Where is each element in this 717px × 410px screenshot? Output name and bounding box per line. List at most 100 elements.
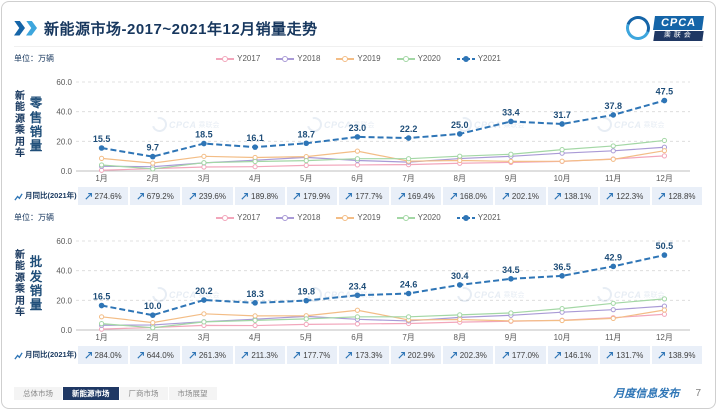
retail-line-chart: 0.0 20.0 40.0 60.0 1月 2月 3月 4月 5月 6月 7月 8月 9月 10月 11月 1… xyxy=(56,78,690,183)
svg-text:23.4: 23.4 xyxy=(349,281,367,291)
svg-text:8月: 8月 xyxy=(454,333,466,342)
wholesale-chart-row: 新能源乘用车 批发销量 0.0 20.0 40.0 60.0 1月 2月 3月 4月 5月 6月 7… xyxy=(14,225,703,343)
svg-text:4月: 4月 xyxy=(249,174,261,183)
legend-label: Y2021 xyxy=(477,54,501,63)
footer-tab-总体市场[interactable]: 总体市场 xyxy=(14,386,63,400)
svg-text:12月: 12月 xyxy=(656,174,673,183)
svg-text:0.0: 0.0 xyxy=(61,167,73,176)
up-arrow-icon xyxy=(450,352,457,359)
svg-text:10月: 10月 xyxy=(554,174,571,183)
up-arrow-icon xyxy=(606,193,614,200)
yoy-value-cell: 138.9% xyxy=(650,345,704,365)
header: 新能源市场-2017~2021年12月销量走势 CPCA 乘联会 xyxy=(14,10,704,47)
svg-text:18.7: 18.7 xyxy=(297,129,315,139)
svg-text:1月: 1月 xyxy=(95,174,107,183)
yoy-value-cell: 239.6% xyxy=(181,186,234,206)
title-chevron-icon xyxy=(14,20,37,36)
svg-text:34.5: 34.5 xyxy=(502,265,520,275)
yoy-value-cell: 211.3% xyxy=(233,345,286,365)
svg-text:5月: 5月 xyxy=(300,174,312,183)
group-label: 新能源乘用车 xyxy=(15,249,25,319)
footer-tab-新能源市场[interactable]: 新能源市场 xyxy=(63,386,120,400)
legend-item-Y2021: Y2021 xyxy=(456,54,501,63)
svg-text:12月: 12月 xyxy=(656,333,673,342)
up-arrow-icon xyxy=(606,352,614,359)
up-arrow-icon xyxy=(554,352,562,359)
up-arrow-icon xyxy=(658,352,666,359)
wholesale-line-chart: 0.0 20.0 40.0 60.0 1月 2月 3月 4月 5月 6月 7月 8月 9月 10月 11月 1… xyxy=(56,237,690,342)
up-arrow-icon xyxy=(189,352,196,359)
legend-marker-icon xyxy=(216,214,235,221)
svg-text:5月: 5月 xyxy=(300,333,312,342)
legend-item-Y2019: Y2019 xyxy=(336,54,381,63)
yoy-value-cell: 261.3% xyxy=(181,345,234,365)
legend-item-Y2017: Y2017 xyxy=(216,213,260,222)
yoy-value-cell: 177.7% xyxy=(337,186,391,206)
up-arrow-icon xyxy=(84,193,92,200)
svg-text:20.2: 20.2 xyxy=(195,286,213,296)
up-arrow-icon xyxy=(450,193,457,200)
yoy-value-cell: 128.8% xyxy=(650,186,704,206)
yoy-value-cell: 679.2% xyxy=(129,186,182,206)
up-arrow-icon xyxy=(502,352,509,359)
cpca-logo-text-stack: CPCA 乘联会 xyxy=(652,15,704,41)
retail-legend: Y2017 Y2018 Y2019 Y2020 Y2021 xyxy=(14,51,703,66)
svg-text:2月: 2月 xyxy=(147,174,159,183)
measure-label-wholesale: 批发销量 xyxy=(29,255,43,313)
svg-text:22.2: 22.2 xyxy=(400,124,418,134)
svg-text:0.0: 0.0 xyxy=(61,326,73,335)
logo-subtext: 乘联会 xyxy=(653,30,704,41)
legend-marker-icon xyxy=(456,55,475,62)
retail-chart-row: 新能源乘用车 零售销量 0.0 20.0 40.0 60.0 1月 2月 3月 4月 5月 6月 7… xyxy=(14,66,703,184)
svg-text:24.6: 24.6 xyxy=(400,280,418,290)
svg-text:37.8: 37.8 xyxy=(604,101,622,111)
svg-text:19.8: 19.8 xyxy=(297,287,315,297)
yoy-label: 月同比(2021年) xyxy=(14,186,77,206)
footer-tab-市场展望[interactable]: 市场展望 xyxy=(168,386,218,400)
svg-text:11月: 11月 xyxy=(605,333,621,342)
yoy-value-cell: 274.6% xyxy=(77,186,130,206)
retail-section: 单位：万辆 Y2017 Y2018 Y2019 Y2020 Y2021 新能源乘用车 零… xyxy=(14,51,704,206)
svg-text:11月: 11月 xyxy=(605,174,621,183)
footer-tab-厂商市场[interactable]: 厂商市场 xyxy=(119,386,169,400)
wholesale-section-header: 单位：万辆 Y2017 Y2018 Y2019 Y2020 Y2021 xyxy=(14,210,703,225)
group-label: 新能源乘用车 xyxy=(15,90,25,160)
up-arrow-icon xyxy=(345,352,353,359)
svg-text:9月: 9月 xyxy=(505,333,517,342)
svg-text:10月: 10月 xyxy=(554,333,571,342)
trend-icon xyxy=(14,351,23,360)
legend-marker-icon xyxy=(276,214,295,221)
yoy-value-cell: 202.9% xyxy=(390,345,443,365)
retail-section-header: 单位：万辆 Y2017 Y2018 Y2019 Y2020 Y2021 xyxy=(14,51,703,66)
svg-text:7月: 7月 xyxy=(402,174,414,183)
svg-text:42.9: 42.9 xyxy=(604,252,622,262)
svg-text:15.5: 15.5 xyxy=(93,134,111,144)
svg-text:7月: 7月 xyxy=(402,333,414,342)
yoy-value-cell: 177.0% xyxy=(494,345,547,365)
legend-label: Y2017 xyxy=(237,54,261,63)
yoy-value-cell: 138.1% xyxy=(546,186,599,206)
svg-text:16.1: 16.1 xyxy=(246,133,264,143)
up-arrow-icon xyxy=(293,352,301,359)
measure-label-retail: 零售销量 xyxy=(29,96,43,154)
unit-label: 单位：万辆 xyxy=(14,54,54,63)
cpca-logo: CPCA 乘联会 xyxy=(621,12,704,44)
svg-text:9.7: 9.7 xyxy=(146,143,159,153)
svg-text:31.7: 31.7 xyxy=(553,110,571,120)
legend-item-Y2019: Y2019 xyxy=(336,213,381,222)
svg-text:36.5: 36.5 xyxy=(553,262,571,272)
page-number: 7 xyxy=(695,387,701,399)
legend-item-Y2018: Y2018 xyxy=(276,213,320,222)
yoy-value-cell: 202.1% xyxy=(494,186,547,206)
unit-label: 单位：万辆 xyxy=(14,213,54,222)
svg-text:20.0: 20.0 xyxy=(56,137,72,146)
svg-text:60.0: 60.0 xyxy=(56,78,72,87)
yoy-value-cell: 644.0% xyxy=(129,345,182,365)
legend-item-Y2020: Y2020 xyxy=(396,213,441,222)
yoy-value-cell: 284.0% xyxy=(77,345,130,365)
cpca-swoosh-icon xyxy=(621,12,654,44)
up-arrow-icon xyxy=(84,352,92,359)
svg-text:8月: 8月 xyxy=(454,174,466,183)
wholesale-section: 单位：万辆 Y2017 Y2018 Y2019 Y2020 Y2021 新能源乘用车 批… xyxy=(14,210,704,365)
legend-label: Y2019 xyxy=(357,54,381,63)
